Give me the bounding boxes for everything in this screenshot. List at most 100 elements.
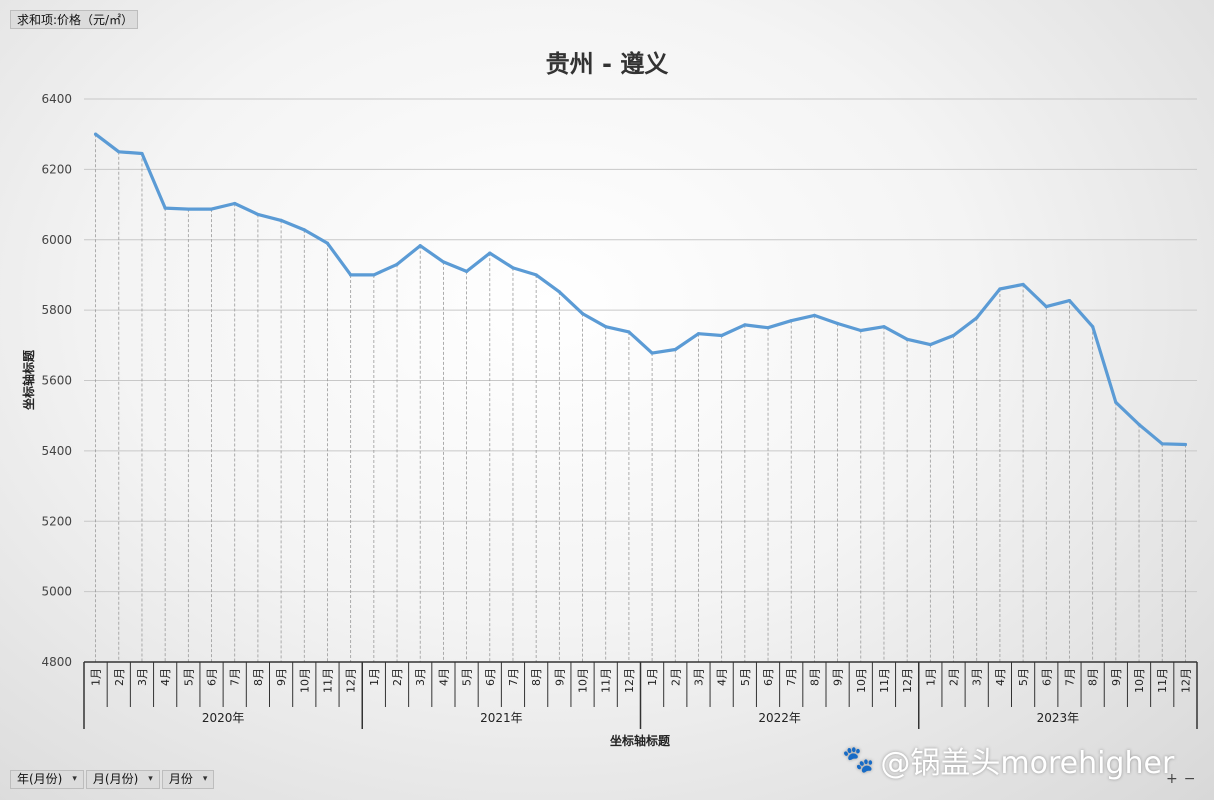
x-tick-label: 3月	[136, 668, 149, 686]
month-raw-field-button[interactable]: 月份 ▾	[161, 770, 215, 789]
y-tick-label: 5600	[41, 374, 72, 388]
x-tick-label: 11月	[600, 668, 613, 693]
year-label: 2021年	[480, 711, 523, 725]
y-tick-label: 5400	[41, 444, 72, 458]
x-tick-label: 11月	[878, 668, 891, 693]
y-tick-label: 4800	[41, 655, 72, 669]
x-tick-label: 1月	[90, 668, 103, 686]
x-tick-label: 7月	[1063, 668, 1076, 686]
x-tick-label: 5月	[739, 668, 752, 686]
x-tick-label: 2月	[391, 668, 404, 686]
y-tick-label: 5200	[41, 514, 72, 528]
data-point	[186, 207, 190, 211]
drop-lines	[95, 134, 1186, 662]
x-tick-label: 12月	[345, 668, 358, 693]
value-field-button[interactable]: 求和项:价格（元/㎡）	[10, 10, 138, 29]
y-tick-label: 6400	[41, 92, 72, 106]
zoom-controls: + −	[1166, 771, 1195, 787]
data-point	[441, 260, 446, 264]
data-point	[650, 351, 654, 355]
x-tick-label: 9月	[832, 668, 845, 686]
data-point	[789, 319, 793, 323]
x-tick-label: 2月	[948, 668, 961, 686]
x-tick-label: 10月	[298, 668, 311, 693]
gridlines	[84, 98, 1197, 663]
data-point	[766, 326, 770, 330]
data-point	[256, 212, 260, 217]
x-tick-label: 4月	[437, 668, 450, 686]
x-tick-label: 2月	[113, 668, 126, 686]
y-tick-label: 6000	[41, 233, 72, 247]
data-point	[1044, 305, 1048, 309]
data-point	[488, 251, 492, 255]
data-point	[464, 269, 469, 274]
data-point	[835, 321, 840, 326]
x-tick-label: 5月	[182, 668, 195, 686]
x-tick-label: 9月	[1110, 668, 1123, 686]
data-point	[511, 266, 515, 270]
x-tick-label: 12月	[623, 668, 636, 693]
data-point	[233, 201, 237, 206]
dropdown-icon: ▾	[148, 774, 153, 784]
baidu-paw-icon: 🐾	[842, 745, 875, 775]
dropdown-icon: ▾	[202, 774, 208, 784]
y-tick-label: 5800	[41, 303, 72, 317]
expand-icon[interactable]: +	[1166, 771, 1178, 787]
data-point	[1091, 325, 1095, 329]
data-point	[302, 228, 306, 232]
data-point	[349, 273, 353, 277]
month-field-label: 月(月份)	[92, 772, 139, 786]
x-tick-label: 4月	[994, 668, 1007, 686]
x-tick-label: 7月	[229, 668, 242, 686]
x-tick-label: 3月	[971, 668, 984, 686]
dropdown-icon: ▾	[72, 774, 77, 784]
x-tick-label: 3月	[414, 668, 427, 686]
x-tick-label: 1月	[646, 668, 659, 686]
x-tick-label: 11月	[321, 668, 334, 693]
x-tick-label: 7月	[785, 668, 798, 686]
y-tick-labels: 4800 5000 5200 5400 5600 5800 6000 6200 6400	[41, 92, 72, 669]
month-raw-field-label: 月份	[168, 772, 193, 786]
x-tick-label: 9月	[275, 668, 288, 686]
data-point	[1183, 442, 1188, 447]
year-label: 2023年	[1037, 711, 1080, 725]
data-point	[1160, 442, 1164, 446]
data-point	[418, 244, 422, 248]
data-point	[905, 337, 909, 341]
x-tick-label: 1月	[368, 668, 381, 686]
data-point	[673, 347, 677, 352]
x-tick-label: 4月	[159, 668, 172, 686]
data-point	[1137, 422, 1141, 427]
data-point	[627, 330, 631, 334]
x-tick-label: 8月	[252, 668, 265, 686]
data-point	[279, 218, 283, 222]
collapse-icon[interactable]: −	[1183, 771, 1196, 787]
x-tick-label: 10月	[577, 668, 590, 693]
x-tick-label: 8月	[1087, 668, 1100, 686]
month-field-button[interactable]: 月(月份) ▾	[85, 770, 160, 789]
data-point	[998, 287, 1002, 291]
x-tick-label: 8月	[808, 668, 821, 686]
data-point	[720, 333, 724, 338]
x-tick-label: 9月	[553, 668, 566, 686]
data-point	[743, 323, 747, 327]
data-point	[1021, 282, 1025, 287]
data-point	[928, 343, 932, 347]
data-point	[325, 241, 330, 245]
x-tick-label: 6月	[1040, 668, 1053, 686]
y-axis-title: 坐标轴标题	[21, 349, 36, 410]
data-point	[580, 312, 585, 316]
x-tick-label: 6月	[206, 668, 219, 686]
chart-title: 贵州 - 遵义	[545, 50, 669, 78]
y-tick-label: 5000	[41, 585, 72, 599]
data-point	[93, 132, 98, 136]
x-tick-label: 7月	[507, 668, 520, 686]
watermark: 🐾 @锅盖头morehigher	[842, 738, 1174, 782]
data-point	[1114, 400, 1118, 404]
year-label: 2020年	[202, 711, 245, 725]
x-tick-label: 3月	[692, 668, 705, 686]
data-point	[882, 325, 886, 329]
data-point	[1067, 299, 1072, 303]
data-point	[209, 207, 214, 211]
year-field-button[interactable]: 年(月份) ▾	[10, 770, 84, 789]
